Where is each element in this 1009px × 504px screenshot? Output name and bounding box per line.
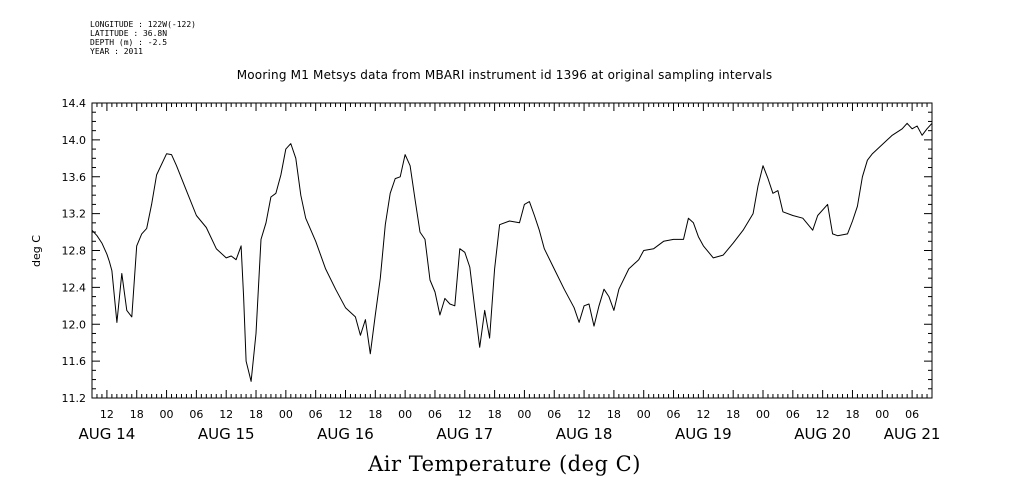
x-hour-label: 18 (488, 408, 502, 421)
x-day-label: AUG 21 (884, 425, 941, 443)
x-hour-label: 06 (189, 408, 203, 421)
y-tick-label: 12.0 (62, 318, 87, 331)
x-hour-label: 12 (696, 408, 710, 421)
x-axis-title: Air Temperature (deg C) (368, 452, 641, 476)
x-day-label: AUG 19 (675, 425, 732, 443)
y-tick-label: 12.8 (62, 245, 87, 258)
x-day-label: AUG 16 (317, 425, 374, 443)
series-line (91, 122, 933, 382)
x-axis: 12 18 00 06 12 18 00 06 12 18 00 06 12 18 00 06 12 18 00 06… (79, 103, 941, 443)
x-hour-label: 06 (667, 408, 681, 421)
x-day-label: AUG 18 (556, 425, 613, 443)
y-tick-label: 14.0 (62, 134, 87, 147)
x-hour-label: 18 (845, 408, 859, 421)
x-hour-label: 12 (338, 408, 352, 421)
x-hour-label: 12 (100, 408, 114, 421)
x-hour-label: 00 (279, 408, 293, 421)
x-hour-label: 18 (607, 408, 621, 421)
x-day-label: AUG 15 (198, 425, 255, 443)
y-axis-label: deg C (30, 235, 43, 267)
year-label: YEAR : 2011 (90, 47, 143, 56)
y-axis: 11.2 11.6 12.0 12.4 12.8 13.2 13.6 14.0 14.4 (62, 97, 932, 405)
y-tick-label: 11.2 (62, 392, 87, 405)
x-day-label: AUG 17 (436, 425, 493, 443)
depth-label: DEPTH (m) : -2.5 (90, 38, 168, 47)
y-tick-label: 13.2 (62, 208, 87, 221)
longitude-label: LONGITUDE : 122W(-122) (90, 20, 196, 29)
x-hour-label: 00 (398, 408, 412, 421)
latitude-label: LATITUDE : 36.8N (90, 29, 168, 38)
x-hour-label: 00 (637, 408, 651, 421)
x-hour-label: 00 (875, 408, 889, 421)
x-hour-label: 18 (130, 408, 144, 421)
x-hour-label: 18 (368, 408, 382, 421)
x-hour-label: 12 (458, 408, 472, 421)
x-hour-label: 12 (219, 408, 233, 421)
header-info: LONGITUDE : 122W(-122) LATITUDE : 36.8N … (90, 20, 196, 56)
y-tick-label: 14.4 (62, 97, 87, 110)
x-day-label: AUG 14 (79, 425, 136, 443)
x-hour-label: 00 (756, 408, 770, 421)
x-hour-label: 06 (309, 408, 323, 421)
x-hour-label: 12 (577, 408, 591, 421)
chart-title: Mooring M1 Metsys data from MBARI instru… (236, 68, 773, 82)
series-group (91, 122, 933, 382)
y-tick-label: 12.4 (62, 281, 87, 294)
x-hour-label: 06 (905, 408, 919, 421)
x-hour-label: 06 (547, 408, 561, 421)
x-hour-label: 12 (816, 408, 830, 421)
y-tick-label: 11.6 (62, 355, 87, 368)
x-hour-label: 18 (249, 408, 263, 421)
x-hour-label: 18 (726, 408, 740, 421)
x-hour-label: 06 (428, 408, 442, 421)
x-hour-label: 06 (786, 408, 800, 421)
y-tick-label: 13.6 (62, 171, 87, 184)
x-hour-label: 00 (517, 408, 531, 421)
x-day-label: AUG 20 (794, 425, 851, 443)
x-hour-label: 00 (160, 408, 174, 421)
